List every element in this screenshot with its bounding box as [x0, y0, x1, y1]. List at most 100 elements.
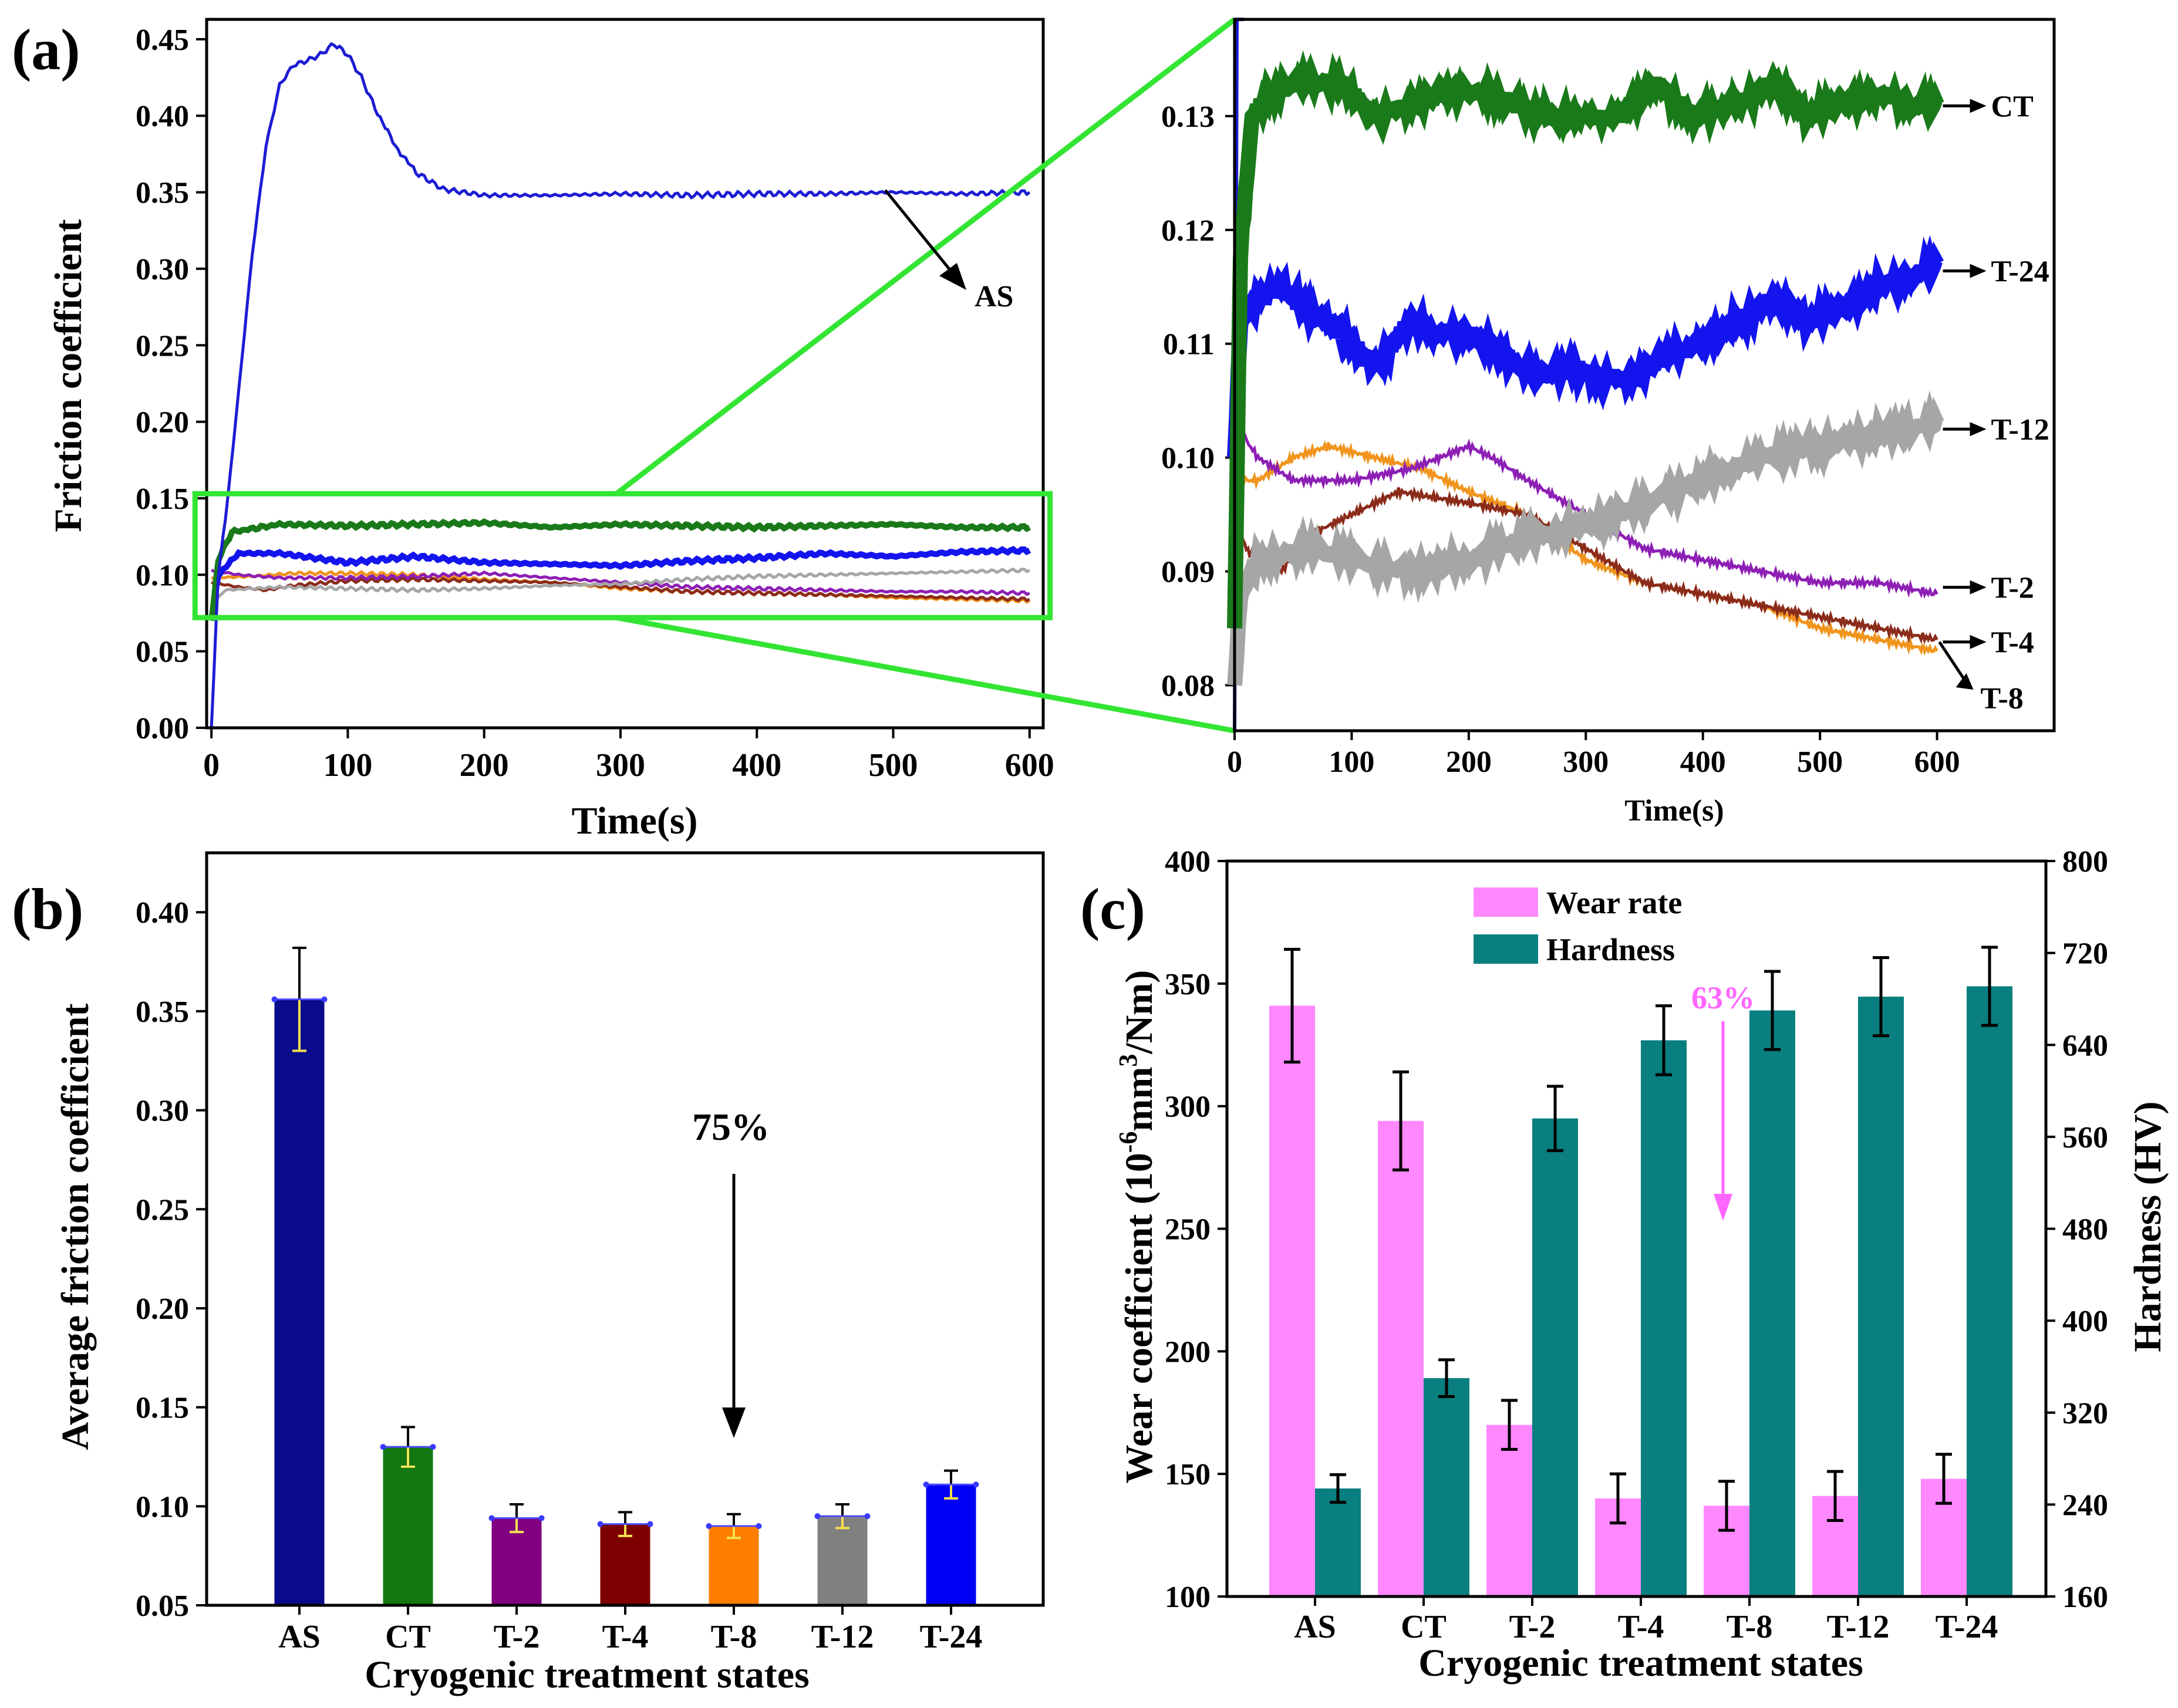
bar-top-dot	[488, 1515, 495, 1521]
bar-wear-t-2	[1486, 1425, 1532, 1596]
y-tick-label: 0.11	[1163, 328, 1215, 362]
zoom-connector-bottom	[616, 615, 1235, 734]
x-tick-label: 100	[1329, 745, 1374, 779]
series-label-t-2: T-2	[1991, 572, 2034, 605]
series-arrowhead-t-4	[1970, 634, 1987, 649]
y-tick-label: 0.15	[136, 482, 189, 516]
panel-a-zoom-series	[1227, 18, 1944, 731]
x-tick-label: 500	[1797, 745, 1843, 779]
y-tick-label: 0.35	[136, 995, 189, 1029]
series-line-ct	[208, 518, 1031, 622]
y-tick-label: 400	[1165, 845, 1211, 879]
bar-top-dot	[271, 996, 278, 1002]
bar-t-24	[926, 1484, 976, 1605]
y2-tick-label: 160	[2062, 1581, 2108, 1614]
y-tick-label: 200	[1165, 1335, 1211, 1369]
legend-swatch-hardness	[1474, 934, 1538, 964]
panel-a-label: (a)	[12, 17, 80, 82]
x-tick-label: 200	[460, 747, 509, 784]
bar-hardness-t-12	[1858, 997, 1904, 1596]
bar-top-dot	[597, 1521, 603, 1527]
panel-b-frame	[205, 851, 1045, 1607]
panel-a-ticks: 0.00 0.05 0.10 0.15 0.20 0.25 0.30 0.35 0.40 0.45…	[136, 23, 1054, 784]
ylabel-part: /Nm)	[1118, 970, 1161, 1055]
x-tick-label: 100	[323, 747, 372, 784]
y-tick-label: 350	[1165, 968, 1211, 1001]
bar-top-dot	[973, 1481, 979, 1488]
y-tick-label: 0.25	[136, 329, 189, 363]
bar-top-dot	[538, 1515, 545, 1521]
x-tick-label: T-4	[1618, 1609, 1664, 1645]
bar-t-4	[600, 1524, 650, 1605]
bar-hardness-t-8	[1749, 1010, 1795, 1596]
panel-c-label: (c)	[1080, 876, 1145, 941]
panel-a-annotation-as: AS	[975, 280, 1013, 313]
as-arrow	[884, 189, 966, 290]
y-tick-label: 0.10	[136, 559, 189, 592]
x-tick-label: T-2	[1509, 1609, 1556, 1645]
panel-b-annotation: 75%	[692, 1106, 770, 1149]
series-line-t-8	[1233, 440, 1938, 656]
panel-a-series	[208, 42, 1031, 728]
zoom-connector-top	[615, 17, 1236, 496]
panel-c-y2label: Hardness (HV)	[2126, 1101, 2169, 1352]
series-line-t-4	[211, 576, 1030, 603]
bar-as	[274, 999, 325, 1605]
x-tick-label: T-4	[602, 1619, 649, 1655]
panel-b: (b) 0.05 0.10 0.15 0.20 0.25 0.30 0.35 0.40 AS CT…	[12, 851, 1045, 1696]
y-tick-label: 250	[1165, 1213, 1211, 1247]
panel-c-arrow	[1714, 1021, 1732, 1221]
panel-a-zoom: 0.08 0.09 0.10 0.11 0.12 0.13 0 100 200 300 400 500…	[1161, 18, 2056, 828]
bar-top-dot	[706, 1523, 712, 1530]
panel-c-ticks: 100 150 200 250 300 350 400 160 240 320 400 480 560 6…	[1165, 845, 2108, 1645]
panel-c-legend: Wear rate Hardness	[1474, 885, 1682, 967]
y-tick-label: 0.10	[1161, 442, 1215, 475]
y-tick-label: 0.20	[136, 1292, 189, 1326]
y-tick-label: 0.20	[136, 406, 189, 440]
y-tick-label: 150	[1165, 1458, 1211, 1491]
x-tick-label: 200	[1446, 745, 1492, 779]
x-tick-label: T-8	[1727, 1609, 1773, 1645]
series-line-t-12	[1227, 390, 1944, 686]
y-tick-label: 0.00	[136, 712, 189, 745]
panel-c-annotation: 63%	[1691, 980, 1755, 1015]
panel-c: (c) 100 150 200 250 300 350 400 160 240 320 400 480…	[1080, 845, 2169, 1685]
bar-wear-ct	[1378, 1120, 1424, 1596]
bar-t-12	[817, 1516, 868, 1605]
x-tick-label: 0	[1227, 745, 1242, 779]
ylabel-part: mm	[1118, 1067, 1161, 1132]
x-tick-label: 0	[203, 747, 220, 784]
x-tick-label: 400	[732, 747, 781, 784]
y-tick-label: 0.25	[136, 1193, 189, 1227]
panel-a-zoom-labels: CT T-24 T-12 T-2 T-4 T-8	[1938, 90, 2049, 715]
x-tick-label: T-24	[920, 1619, 983, 1655]
panel-c-xlabel: Cryogenic treatment states	[1418, 1642, 1863, 1685]
series-label-t-24: T-24	[1991, 255, 2049, 289]
x-tick-label: CT	[1401, 1609, 1447, 1645]
x-tick-label: T-12	[1827, 1609, 1890, 1645]
x-tick-label: 300	[1563, 745, 1609, 779]
y-tick-label: 0.05	[136, 636, 189, 669]
y-tick-label: 0.13	[1161, 100, 1215, 134]
y2-tick-label: 640	[2062, 1029, 2108, 1062]
panel-a-zoom-ticks: 0.08 0.09 0.10 0.11 0.12 0.13 0 100 200 300 400 500…	[1161, 100, 1960, 779]
bar-top-dot	[756, 1523, 762, 1530]
y-tick-label: 0.30	[136, 1095, 189, 1128]
x-tick-label: 300	[596, 747, 645, 784]
y2-tick-label: 720	[2062, 937, 2108, 971]
bar-t-8	[709, 1526, 759, 1605]
panel-b-xlabel: Cryogenic treatment states	[365, 1653, 810, 1696]
y-tick-label: 0.12	[1161, 214, 1215, 248]
bar-hardness-t-4	[1641, 1040, 1687, 1596]
panel-c-ylabel: Wear coefficient (10-6mm3/Nm)	[1114, 970, 1161, 1484]
x-tick-label: T-2	[494, 1619, 540, 1655]
series-line-as	[210, 42, 1031, 728]
x-tick-label: AS	[1294, 1609, 1336, 1645]
y-tick-label: 0.08	[1161, 669, 1215, 703]
series-arrowhead-t-8	[1956, 673, 1974, 690]
bar-hardness-t-24	[1967, 986, 2012, 1596]
y-tick-label: 0.35	[136, 177, 189, 210]
y-tick-label: 0.30	[136, 253, 189, 286]
panel-a-frame	[205, 18, 1045, 730]
y2-tick-label: 480	[2062, 1213, 2108, 1247]
